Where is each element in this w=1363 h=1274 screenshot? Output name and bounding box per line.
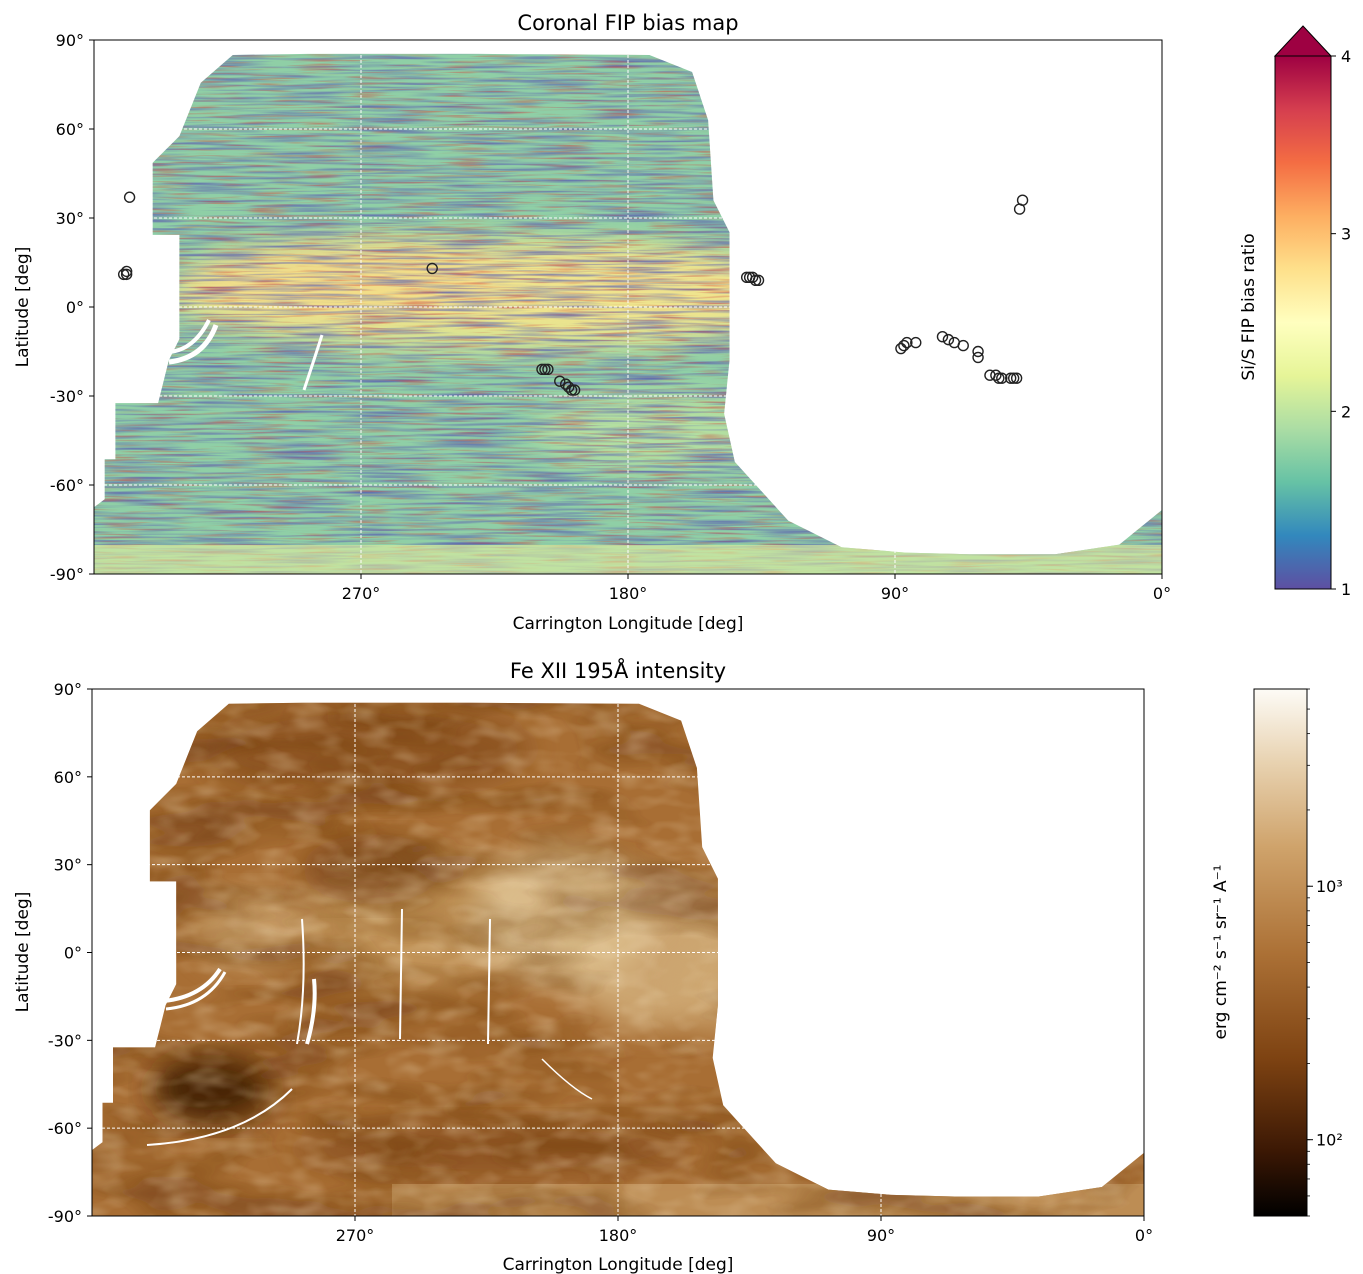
y-tick-label: -60° [50, 476, 84, 495]
y-tick-label: -90° [48, 1207, 82, 1226]
colorbar-label: Si/S FIP bias ratio [1239, 233, 1259, 380]
ar-marker [972, 351, 984, 364]
colorbar-tick-label: 4 [1341, 47, 1351, 66]
x-tick-label: 0° [1135, 1226, 1153, 1245]
y-tick-label: 0° [64, 944, 82, 963]
colorbar-tick-label: 10² [1316, 1131, 1343, 1150]
colorbar: 1 2 3 4 [1273, 25, 1351, 599]
ar-marker [1005, 372, 1017, 384]
fe-xii-panel: Fe XII 195Å intensity [13, 657, 1343, 1274]
ar-marker [740, 271, 753, 284]
colorbar-label: erg cm⁻² s⁻¹ sr⁻¹ A⁻¹ [1211, 865, 1231, 1040]
y-tick-label: 90° [56, 31, 84, 50]
y-tick-label: 30° [56, 209, 84, 228]
chart-title: Fe XII 195Å intensity [510, 657, 726, 683]
ar-marker [984, 369, 996, 381]
grid [94, 40, 1162, 574]
limb-arcs [146, 908, 593, 1146]
ar-marker [746, 271, 759, 284]
y-tick-label: 30° [54, 856, 82, 875]
x-tick-label: 180° [599, 1226, 638, 1245]
ar-marker [990, 369, 1002, 381]
colorbar-tick-label: 10³ [1316, 877, 1343, 896]
ar-marker [996, 372, 1008, 384]
ar-marker [910, 336, 922, 349]
colorbar: 10² 10³ [1253, 688, 1343, 1217]
grid [92, 689, 1144, 1216]
ar-marker [536, 363, 548, 375]
x-tick-label: 270° [336, 1226, 375, 1245]
x-tick-label: 270° [342, 584, 381, 603]
x-tick-label: 180° [609, 584, 648, 603]
chart-title: Coronal FIP bias map [517, 11, 738, 35]
ar-marker [1013, 203, 1026, 215]
ar-marker [120, 265, 133, 278]
ar-marker [1010, 372, 1023, 384]
ar-marker [942, 333, 955, 346]
ar-marker [565, 384, 578, 396]
ar-marker [898, 339, 910, 352]
y-tick-label: 60° [56, 120, 84, 139]
ar-marker [117, 268, 130, 281]
limb-arcs [168, 319, 324, 391]
y-tick-label: 90° [54, 680, 82, 699]
ar-marker [1007, 372, 1020, 384]
ar-marker [120, 268, 133, 281]
ar-marker [542, 363, 554, 375]
ar-marker [743, 271, 756, 284]
ar-marker [560, 378, 572, 390]
colorbar-tick-label: 1 [1341, 580, 1351, 599]
ar-marker [895, 342, 907, 355]
x-axis-label: Carrington Longitude [deg] [503, 1255, 734, 1274]
x-tick-label: 90° [867, 1226, 895, 1245]
y-tick-label: -60° [48, 1119, 82, 1138]
ar-marker [948, 336, 961, 349]
x-axis-label: Carrington Longitude [deg] [513, 614, 744, 634]
ar-marker [936, 330, 949, 343]
ar-marker [426, 262, 438, 275]
ar-marker [554, 375, 566, 387]
x-tick-label: 0° [1153, 584, 1171, 603]
x-tick-label: 90° [881, 584, 909, 603]
ar-marker [972, 345, 984, 358]
y-axis-label: Latitude [deg] [13, 247, 33, 368]
colorbar-tick-label: 3 [1341, 225, 1351, 244]
y-tick-label: -90° [50, 565, 84, 584]
colorbar-extend-arrow [1273, 25, 1333, 57]
ar-marker [562, 381, 575, 393]
ar-marker [901, 336, 913, 349]
y-tick-label: 60° [54, 768, 82, 787]
active-region-markers [117, 191, 1029, 396]
plot-area: 90° 180° 270° 0° 90° 60° 30° 0° -30° -60° -90° [50, 31, 1171, 603]
y-tick-label: -30° [48, 1031, 82, 1050]
ticks: 90° 180° 270° 0° 90° 60° 30° 0° -30° -60° -90° [50, 31, 1171, 603]
ar-marker [568, 384, 581, 396]
fip-bias-panel: Coronal FIP bias map [13, 11, 1351, 634]
ticks: 90° 180° 270° 0° 90° 60° 30° 0° -30° -60° -90° [48, 680, 1153, 1245]
y-tick-label: 0° [66, 298, 84, 317]
ar-marker [539, 363, 551, 375]
colorbar-tick-label: 2 [1341, 402, 1351, 421]
y-axis-label: Latitude [deg] [13, 892, 33, 1013]
y-tick-label: -30° [50, 387, 84, 406]
plot-area: 90° 180° 270° 0° 90° 60° 30° 0° -30° -60° -90° [48, 680, 1153, 1245]
ar-marker [123, 191, 136, 203]
